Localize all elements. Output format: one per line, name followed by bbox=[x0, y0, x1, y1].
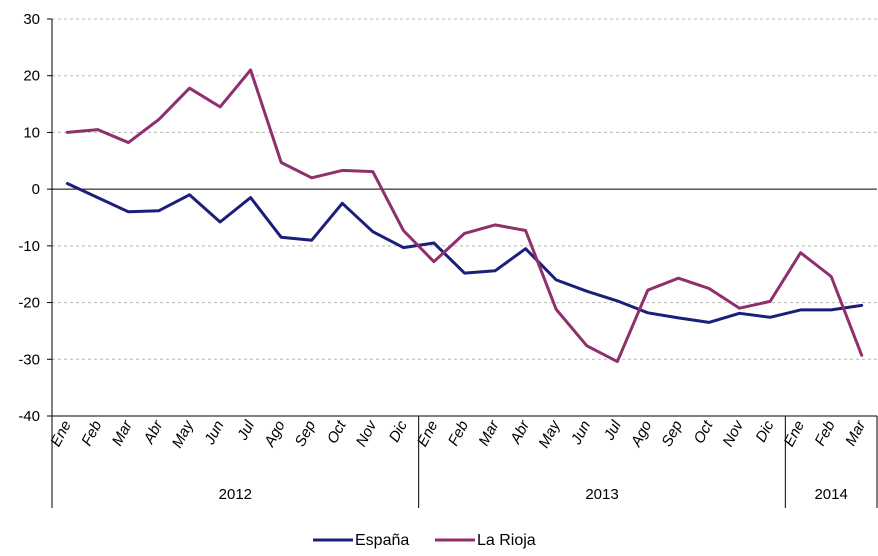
x-tick-label: Ago bbox=[627, 418, 655, 450]
y-tick-label: 30 bbox=[23, 11, 40, 28]
x-tick-label: Dic bbox=[386, 417, 411, 445]
y-tick-label: -10 bbox=[18, 238, 40, 255]
x-tick-label: Mar bbox=[842, 417, 870, 449]
x-tick-label: May bbox=[535, 417, 564, 451]
y-tick-label: 20 bbox=[23, 68, 40, 85]
x-tick-label: Dic bbox=[752, 417, 777, 445]
legend-label: La Rioja bbox=[477, 532, 536, 549]
y-tick-label: 0 bbox=[32, 181, 40, 198]
x-tick-label: Jul bbox=[234, 417, 259, 443]
y-tick-label: -30 bbox=[18, 351, 40, 368]
x-tick-label: Ene bbox=[781, 418, 809, 450]
x-tick-label: Nov bbox=[719, 417, 747, 450]
legend-label: España bbox=[355, 532, 409, 549]
year-label: 2012 bbox=[219, 486, 252, 503]
x-tick-label: Jul bbox=[600, 417, 625, 443]
x-tick-label: Nov bbox=[353, 417, 381, 450]
x-tick-label: Jun bbox=[201, 418, 228, 448]
year-label: 2014 bbox=[814, 486, 847, 503]
x-tick-label: Ago bbox=[261, 418, 289, 450]
x-tick-label: Ene bbox=[414, 418, 442, 450]
x-tick-label: Oct bbox=[324, 417, 350, 446]
y-tick-label: -20 bbox=[18, 295, 40, 312]
y-tick-label: -40 bbox=[18, 408, 40, 425]
series-line-1 bbox=[65, 68, 864, 364]
axes bbox=[47, 18, 878, 508]
x-tick-label: May bbox=[169, 417, 198, 451]
series-line-0 bbox=[65, 182, 864, 324]
y-tick-label: 10 bbox=[23, 124, 40, 141]
x-tick-label: Oct bbox=[691, 417, 717, 446]
x-tick-label: Ene bbox=[47, 418, 75, 450]
x-tick-label: Sep bbox=[292, 418, 320, 450]
x-tick-label: Feb bbox=[445, 418, 472, 449]
x-tick-label: Mar bbox=[109, 417, 137, 449]
x-tick-label: Abr bbox=[507, 417, 534, 447]
x-tick-label: Feb bbox=[78, 418, 105, 449]
year-label: 2013 bbox=[585, 486, 618, 503]
legend: España La Rioja bbox=[313, 532, 536, 549]
x-tick-label: Mar bbox=[475, 417, 503, 449]
series-lines bbox=[65, 68, 864, 364]
x-tick-label: Abr bbox=[140, 417, 167, 447]
x-tick-label: Jun bbox=[567, 418, 594, 448]
x-tick-label: Sep bbox=[658, 418, 686, 450]
x-tick-label: Feb bbox=[812, 418, 839, 449]
